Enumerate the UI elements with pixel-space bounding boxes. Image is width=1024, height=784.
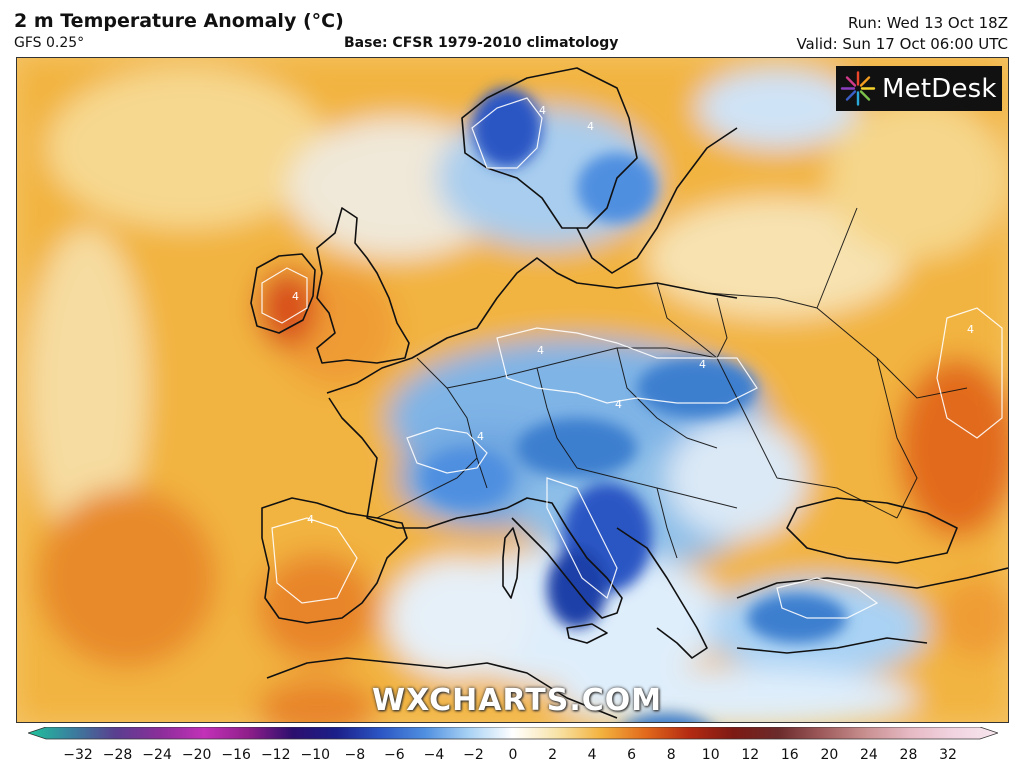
turkey-south-coast	[736, 637, 928, 654]
valid-time-label: Valid: Sun 17 Oct 06:00 UTC	[796, 35, 1008, 53]
britain-coast	[316, 207, 410, 364]
iberia-coast	[261, 497, 408, 624]
colorbar-tick-label: 4	[587, 747, 597, 763]
anomaly-map[interactable]: 4 4 4 4 4 4 4 4 4	[16, 57, 1009, 723]
colorbar-tick-label: −2	[463, 747, 484, 763]
norway-coast	[461, 67, 638, 229]
colorbar-tick-label: 8	[666, 747, 676, 763]
svg-text:4: 4	[307, 513, 314, 526]
colorbar-tick-label: 6	[627, 747, 637, 763]
contour-4-east	[936, 307, 1003, 439]
colorbar-tick-label: −4	[423, 747, 445, 763]
chart-title: 2 m Temperature Anomaly (°C)	[14, 10, 344, 32]
svg-text:4: 4	[537, 344, 544, 357]
sunburst-logo-icon	[836, 66, 880, 111]
contour-4-alps	[406, 427, 488, 474]
colorbar-tick-label: −32	[63, 747, 93, 763]
contour-4-ireland	[261, 267, 308, 324]
map-canvas: 4 4 4 4 4 4 4 4 4	[17, 58, 1008, 722]
contour-4-north	[471, 97, 543, 169]
colorbar-tick-label: 0	[508, 747, 518, 763]
colorbar-tick-label: 32	[939, 747, 957, 763]
colorbar-tick-label: −6	[384, 747, 405, 763]
colorbar-bar	[28, 727, 998, 740]
continent-coast	[326, 257, 738, 394]
country-borders	[376, 207, 968, 559]
svg-text:4: 4	[539, 104, 546, 117]
africa-coast	[266, 657, 618, 719]
svg-text:4: 4	[587, 120, 594, 133]
colorbar-tick-label: −24	[142, 747, 172, 763]
contour-4-italy	[546, 477, 618, 600]
svg-text:4: 4	[699, 358, 706, 371]
corsica-sardinia	[502, 527, 520, 599]
sicily	[566, 623, 608, 644]
watermark: WXCHARTS.COM	[372, 683, 663, 718]
metdesk-logo: MetDesk	[836, 66, 1002, 111]
colorbar-tick-label: 2	[548, 747, 557, 763]
france-coast	[328, 397, 508, 529]
ireland-coast	[250, 253, 316, 334]
colorbar-tick-label: 12	[741, 747, 760, 763]
colorbar-tick-label: 24	[859, 747, 878, 763]
colorbar-tick-label: 28	[899, 747, 918, 763]
svg-text:4: 4	[292, 290, 299, 303]
italy-coast	[506, 497, 623, 619]
colorbar-tick-label: −12	[260, 747, 291, 763]
svg-text:4: 4	[477, 430, 484, 443]
colorbar-tick-label: 20	[820, 747, 839, 763]
contour-4-iberia	[271, 517, 358, 604]
base-climatology-label: Base: CFSR 1979-2010 climatology	[344, 35, 619, 51]
colorbar-tick-label: −28	[102, 747, 133, 763]
svg-text:4: 4	[967, 323, 974, 336]
turkey-coast	[736, 567, 1008, 599]
colorbar-tick-label: −16	[221, 747, 251, 763]
brand-name: MetDesk	[882, 73, 997, 104]
balkan-coast	[616, 527, 708, 659]
contour-4-turkey	[776, 577, 879, 619]
svg-text:4: 4	[615, 398, 622, 411]
colorbar-tick-label: −10	[300, 747, 331, 763]
colorbar-tick-label: 10	[701, 747, 720, 763]
contour-4-central	[496, 327, 758, 404]
colorbar-tick-label: −20	[181, 747, 212, 763]
black-sea-coast	[786, 497, 958, 564]
colorbar-ticks: −32 −28 −24 −20 −16 −12 −10 −8 −6 −4 −2 0 2 4 6 8 10 12 16…	[0, 747, 1024, 769]
colorbar-tick-label: 16	[780, 747, 799, 763]
colorbar-tick-label: −8	[344, 747, 366, 763]
colorbar	[28, 727, 998, 740]
sweden-coast	[576, 127, 738, 274]
run-time-label: Run: Wed 13 Oct 18Z	[848, 14, 1008, 32]
model-label: GFS 0.25°	[14, 35, 85, 51]
